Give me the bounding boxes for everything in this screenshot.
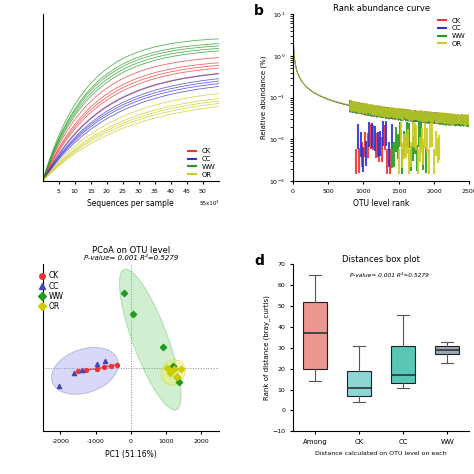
Title: Distances box plot: Distances box plot xyxy=(342,255,420,264)
PathPatch shape xyxy=(435,346,459,354)
X-axis label: PC1 (51.16%): PC1 (51.16%) xyxy=(105,449,157,458)
PathPatch shape xyxy=(303,302,327,369)
Point xyxy=(129,310,137,317)
Point xyxy=(113,361,120,368)
Point xyxy=(82,366,90,374)
Point xyxy=(74,367,82,374)
Legend: CK, CC, WW, OR: CK, CC, WW, OR xyxy=(188,148,216,178)
Point xyxy=(71,369,78,377)
Point xyxy=(173,374,181,381)
X-axis label: Sequences per sample: Sequences per sample xyxy=(87,199,174,208)
Ellipse shape xyxy=(161,360,185,385)
Point xyxy=(173,374,181,381)
Point xyxy=(78,366,86,374)
X-axis label: Distance calculated on OTU level on each: Distance calculated on OTU level on each xyxy=(315,450,447,456)
Point xyxy=(159,343,167,351)
Legend: CK, CC, WW, OR: CK, CC, WW, OR xyxy=(438,18,466,47)
Point xyxy=(166,369,174,377)
Text: b: b xyxy=(254,4,264,18)
Title: PCoA on OTU level: PCoA on OTU level xyxy=(91,246,170,255)
PathPatch shape xyxy=(391,346,415,383)
Point xyxy=(93,360,101,368)
PathPatch shape xyxy=(347,371,371,396)
Point xyxy=(100,364,108,371)
Text: P-value= 0.001 R²=0.5279: P-value= 0.001 R²=0.5279 xyxy=(350,273,429,278)
Legend: CK, CC, WW, OR: CK, CC, WW, OR xyxy=(37,268,67,314)
Text: 55x10³: 55x10³ xyxy=(200,201,219,206)
Title: Rank abundance curve: Rank abundance curve xyxy=(333,4,430,13)
Ellipse shape xyxy=(52,347,118,394)
Point xyxy=(93,365,101,373)
Point xyxy=(107,362,115,369)
Point xyxy=(101,358,109,365)
Y-axis label: Relative abundance (%): Relative abundance (%) xyxy=(260,56,266,139)
Text: d: d xyxy=(254,255,264,268)
Point xyxy=(177,365,185,373)
Point xyxy=(163,364,171,372)
Point xyxy=(170,362,177,369)
Point xyxy=(170,365,178,373)
Point xyxy=(55,383,62,390)
Point xyxy=(176,379,183,386)
X-axis label: OTU level rank: OTU level rank xyxy=(353,199,410,208)
Text: P-value= 0.001 R²=0.5279: P-value= 0.001 R²=0.5279 xyxy=(83,255,178,261)
Ellipse shape xyxy=(119,269,181,410)
Y-axis label: Rank of distance (bray_curtis): Rank of distance (bray_curtis) xyxy=(263,295,270,401)
Point xyxy=(120,289,128,296)
